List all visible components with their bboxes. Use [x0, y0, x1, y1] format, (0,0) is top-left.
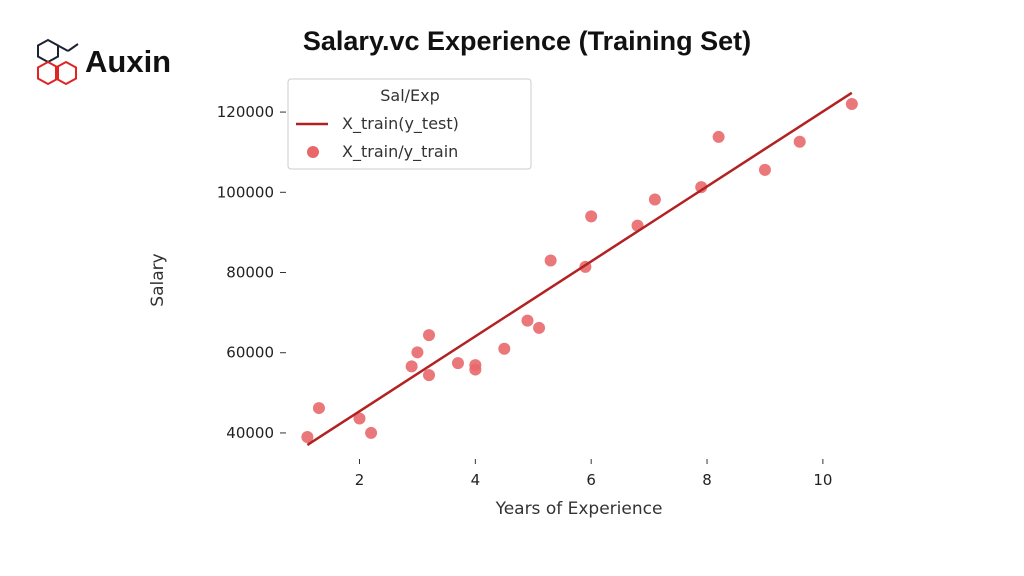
legend-box — [287, 78, 532, 170]
scatter-point — [712, 130, 725, 143]
legend-marker-swatch — [307, 146, 319, 158]
scatter-point — [423, 369, 436, 382]
legend: Sal/Exp X_train(y_test) X_train/y_train — [287, 78, 532, 170]
scatter-point — [544, 254, 557, 267]
legend-title: Sal/Exp — [380, 86, 440, 105]
y-tick-label: 100000 — [217, 183, 274, 201]
scatter-point — [648, 193, 661, 206]
scatter-point — [758, 163, 771, 176]
scatter-point — [845, 98, 858, 111]
legend-entry-line: X_train(y_test) — [342, 114, 459, 134]
chart-title: Salary.vc Experience (Training Set) — [302, 26, 752, 56]
scatter-point — [469, 359, 482, 372]
legend-entry-scatter: X_train/y_train — [342, 142, 458, 162]
series-layer — [301, 91, 858, 447]
y-tick-label: 80000 — [226, 264, 274, 282]
scatter-point — [405, 360, 418, 373]
scatter-point — [521, 314, 534, 327]
scatter-point — [423, 329, 436, 342]
scatter-point — [301, 430, 314, 443]
y-tick-label: 60000 — [226, 344, 274, 362]
x-tick-label: 8 — [702, 471, 712, 489]
scatter-point — [533, 321, 546, 334]
scatter-point — [695, 181, 708, 194]
x-tick-label: 6 — [586, 471, 596, 489]
y-tick-label: 40000 — [226, 424, 274, 442]
x-tick-label: 2 — [355, 471, 365, 489]
x-axis-label: Years of Experience — [495, 499, 663, 519]
regression-line — [306, 91, 853, 447]
x-tick-label: 4 — [471, 471, 481, 489]
scatter-point — [793, 135, 806, 148]
y-axis-label: Salary — [148, 253, 168, 306]
scatter-point — [498, 342, 511, 355]
x-tick-label: 10 — [813, 471, 832, 489]
scatter-point — [365, 426, 378, 439]
x-axis-ticks: 2 4 6 8 10 — [355, 459, 832, 489]
y-tick-label: 120000 — [217, 103, 274, 121]
scatter-point — [451, 357, 464, 370]
scatter-point — [585, 210, 598, 223]
scatter-point — [411, 346, 424, 359]
scatter-point — [312, 402, 325, 415]
scatter-point — [353, 412, 366, 425]
auxin-logo-icon — [37, 38, 79, 86]
y-axis-ticks: 40000 60000 80000 100000 120000 — [217, 103, 286, 442]
brand-name: Auxin — [85, 44, 172, 79]
